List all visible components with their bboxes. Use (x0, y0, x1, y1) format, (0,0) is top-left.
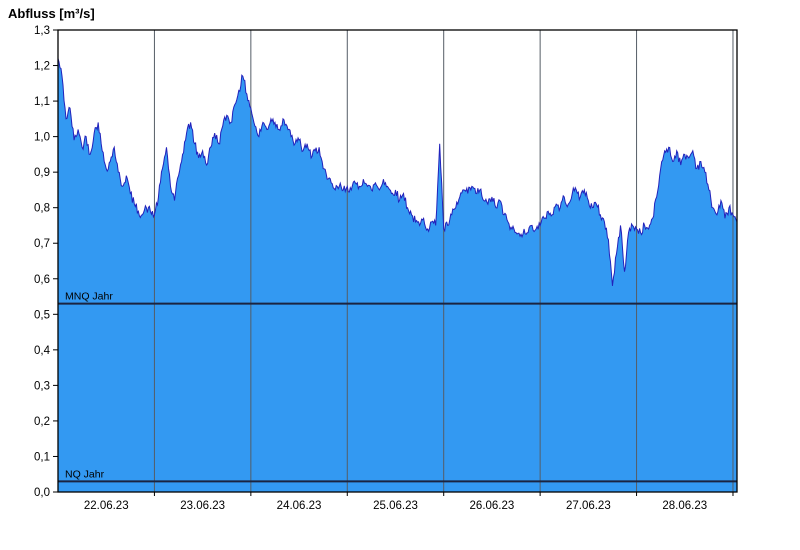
y-tick-label: 1,3 (34, 25, 50, 37)
discharge-line (57, 58, 738, 286)
y-tick-label: 0,2 (34, 416, 50, 428)
y-tick-label: 0,9 (34, 167, 50, 179)
y-tick-label: 1,2 (34, 61, 50, 73)
y-tick-label: 0,0 (34, 487, 50, 499)
y-tick-label: 0,3 (34, 380, 50, 392)
x-tick-label: 28.06.23 (662, 500, 707, 512)
x-tick-label: 27.06.23 (566, 500, 611, 512)
x-tick-label: 26.06.23 (470, 500, 515, 512)
discharge-area (58, 58, 737, 493)
chart-title: Abfluss [m³/s] (8, 6, 95, 21)
y-tick-label: 0,7 (34, 238, 50, 250)
plot-border (57, 29, 738, 493)
y-tick-label: 1,1 (34, 96, 50, 108)
x-tick-label: 22.06.23 (84, 500, 129, 512)
reference-line-label: NQ Jahr (65, 468, 105, 480)
y-tick-label: 0,5 (34, 309, 50, 321)
x-tick-label: 23.06.23 (180, 500, 225, 512)
x-tick-label: 25.06.23 (373, 500, 418, 512)
y-tick-label: 1,0 (34, 132, 50, 144)
reference-line-label: MNQ Jahr (65, 291, 113, 303)
y-tick-label: 0,4 (34, 345, 51, 357)
y-tick-label: 0,1 (34, 451, 50, 463)
x-tick-label: 24.06.23 (277, 500, 322, 512)
y-tick-label: 0,6 (34, 274, 50, 286)
y-tick-label: 0,8 (34, 203, 50, 215)
